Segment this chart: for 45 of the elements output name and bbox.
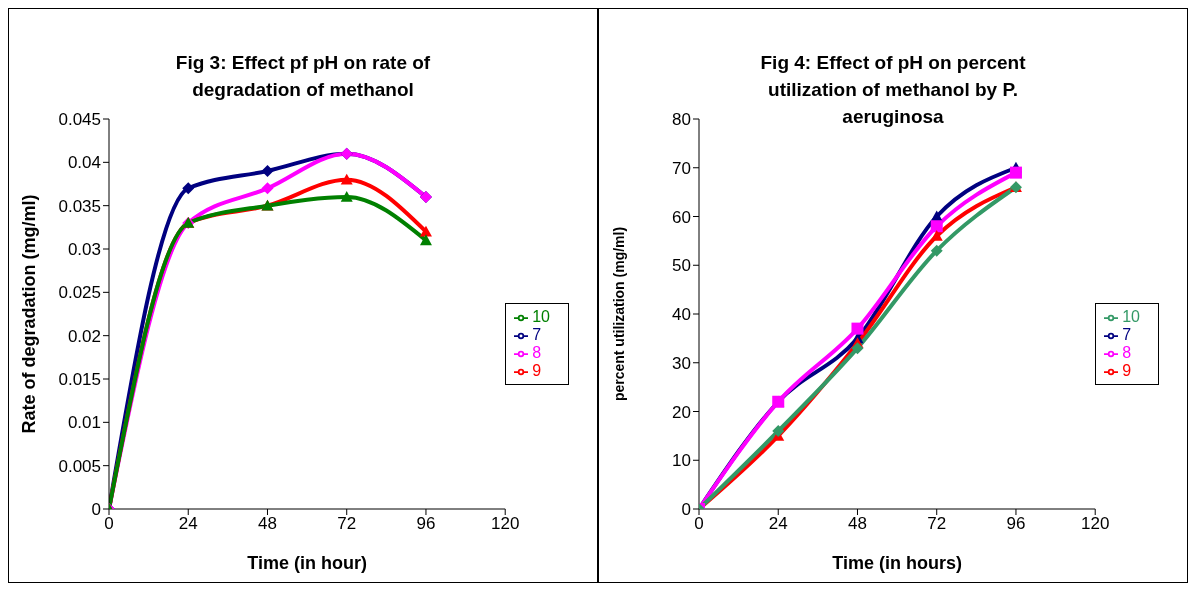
legend-label: 9 (1122, 362, 1132, 379)
chart-title: Fig 3: Effect pf pH on rate of degradation of methanol (174, 51, 432, 102)
legend-label: 8 (1122, 344, 1132, 361)
y-tick-label: 0 (681, 500, 691, 520)
y-tick-label: 30 (672, 353, 691, 373)
y-tick-label: 40 (672, 305, 691, 325)
x-tick-label: 96 (416, 514, 436, 534)
x-tick-label: 96 (1006, 514, 1026, 534)
x-tick-label: 120 (1081, 514, 1110, 534)
y-tick-label: 0.04 (67, 153, 101, 173)
x-axis-title: Time (in hours) (832, 553, 962, 573)
x-tick-label: 24 (768, 514, 788, 534)
y-tick-label: 0.035 (58, 196, 101, 216)
y-tick-label: 20 (672, 402, 691, 422)
legend-label: 7 (532, 326, 542, 343)
x-tick-label: 120 (491, 514, 520, 534)
legend-label: 7 (1122, 326, 1132, 343)
legend-label: 10 (1122, 308, 1140, 325)
x-tick-label: 72 (337, 514, 357, 534)
y-tick-label: 0.015 (58, 370, 101, 390)
x-axis-title: Time (in hour) (247, 553, 367, 573)
y-axis-title: percent utilization (mg/ml) (610, 226, 627, 402)
y-tick-label: 0.025 (58, 283, 101, 303)
y-tick-label: 0.01 (67, 413, 101, 433)
x-tick-label: 48 (848, 514, 867, 534)
legend-label: 8 (532, 344, 542, 361)
chart-title: Fig 4: Effect of pH on percent utilization of methanol by P. aeruginosa (759, 51, 1027, 127)
y-tick-label: 10 (672, 451, 691, 471)
y-tick-label: 0.045 (58, 110, 101, 130)
y-tick-label: 0 (91, 500, 101, 520)
x-tick-label: 0 (694, 514, 704, 534)
x-tick-label: 24 (178, 514, 198, 534)
x-tick-label: 0 (104, 514, 114, 534)
legend-label: 10 (532, 308, 550, 325)
y-tick-label: 0.005 (58, 456, 101, 476)
y-tick-label: 0.03 (67, 240, 101, 260)
y-tick-label: 0.02 (67, 326, 101, 346)
legend-label: 9 (532, 362, 542, 379)
y-tick-label: 70 (672, 158, 691, 178)
y-tick-label: 50 (672, 256, 691, 276)
y-axis-title: Rate of degradation (mg/ml) (19, 194, 40, 434)
x-tick-label: 48 (258, 514, 277, 534)
y-tick-label: 60 (672, 207, 691, 227)
y-tick-label: 80 (672, 110, 691, 130)
x-tick-label: 72 (927, 514, 947, 534)
